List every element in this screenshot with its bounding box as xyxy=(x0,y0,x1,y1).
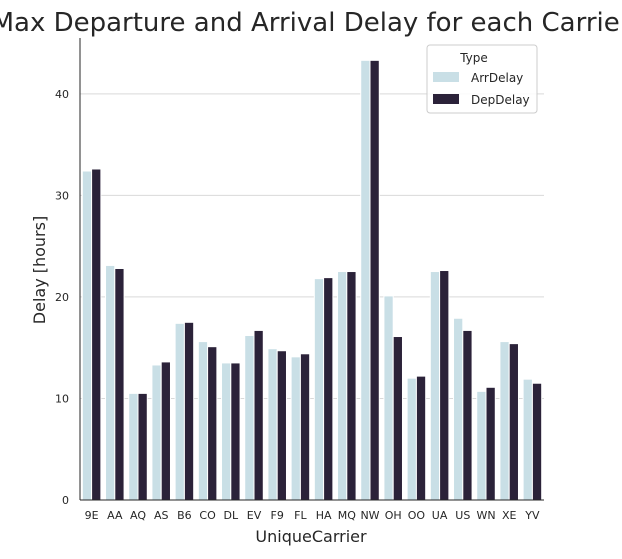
x-tick-label: 9E xyxy=(85,509,99,522)
bar-arrdelay-as xyxy=(151,364,162,501)
x-tick-label: DL xyxy=(223,509,238,522)
bar-arrdelay-us xyxy=(453,317,464,501)
x-tick-label: EV xyxy=(247,509,262,522)
legend-label-arrdelay: ArrDelay xyxy=(471,71,523,85)
x-tick-label: FL xyxy=(294,509,307,522)
bar-depdelay-us xyxy=(462,329,473,501)
x-tick-label: XE xyxy=(502,509,517,522)
legend: Type ArrDelay DepDelay xyxy=(426,44,538,114)
y-tick-label: 30 xyxy=(55,189,69,202)
bar-depdelay-as xyxy=(160,361,171,501)
legend-swatch-arrdelay xyxy=(433,72,459,82)
x-tick-label: MQ xyxy=(338,509,356,522)
bar-depdelay-b6 xyxy=(183,321,195,501)
bar-depdelay-nw xyxy=(369,59,380,501)
y-axis-label: Delay [hours] xyxy=(30,216,49,324)
bar-arrdelay-aa xyxy=(105,264,116,501)
legend-label-depdelay: DepDelay xyxy=(471,93,530,107)
bar-arrdelay-oh xyxy=(383,295,394,501)
bar-depdelay-oo xyxy=(415,375,427,501)
y-tick-label: 20 xyxy=(55,291,69,304)
legend-title: Type xyxy=(459,51,488,65)
x-tick-label: AQ xyxy=(130,509,146,522)
grid-lines xyxy=(80,93,544,399)
bar-depdelay-fl xyxy=(299,353,311,501)
y-tick-label: 0 xyxy=(62,494,69,507)
bar-arrdelay-ev xyxy=(244,335,255,501)
tick-labels: 0 10 20 30 40 9E AA AQ AS B6 CO DL EV F9 FL HA MQ NW OH OO U… xyxy=(55,88,540,522)
bar-arrdelay-aq xyxy=(128,392,139,501)
x-tick-label: UA xyxy=(432,509,448,522)
bar-depdelay-xe xyxy=(508,343,519,501)
bar-arrdelay-fl xyxy=(290,356,301,501)
bar-arrdelay-mq xyxy=(337,271,348,501)
x-tick-label: AS xyxy=(154,509,169,522)
y-tick-label: 40 xyxy=(55,88,69,101)
bar-depdelay-co xyxy=(207,346,218,501)
bar-arrdelay-9e xyxy=(81,170,93,501)
legend-swatch-depdelay xyxy=(433,94,459,104)
x-tick-label: CO xyxy=(199,509,216,522)
bar-depdelay-9e xyxy=(91,168,102,501)
x-tick-label: HA xyxy=(316,509,332,522)
x-tick-label: US xyxy=(455,509,470,522)
x-axis-label: UniqueCarrier xyxy=(255,527,367,546)
bar-depdelay-yv xyxy=(531,382,543,501)
bar-arrdelay-dl xyxy=(221,362,232,501)
chart-title: Max Departure and Arrival Delay for each… xyxy=(0,8,622,38)
bar-arrdelay-oo xyxy=(406,377,417,501)
x-tick-label: NW xyxy=(360,509,379,522)
bar-depdelay-aa xyxy=(114,267,125,501)
bar-arrdelay-co xyxy=(197,341,209,501)
x-tick-label: AA xyxy=(107,509,123,522)
bars xyxy=(81,59,543,501)
bar-depdelay-oh xyxy=(392,336,403,501)
bar-depdelay-aq xyxy=(137,392,148,501)
x-tick-label: F9 xyxy=(271,509,284,522)
bar-arrdelay-b6 xyxy=(174,322,185,501)
x-tick-label: B6 xyxy=(177,509,192,522)
bar-depdelay-dl xyxy=(230,362,241,501)
bar-depdelay-mq xyxy=(346,271,357,501)
bar-depdelay-ev xyxy=(253,329,264,501)
bar-arrdelay-ha xyxy=(313,278,325,501)
bar-arrdelay-ua xyxy=(429,271,441,501)
bar-arrdelay-wn xyxy=(476,390,487,501)
bar-depdelay-ua xyxy=(439,270,450,501)
x-tick-label: YV xyxy=(524,509,540,522)
x-tick-label: OO xyxy=(408,509,426,522)
bar-arrdelay-yv xyxy=(522,378,533,501)
bar-arrdelay-nw xyxy=(360,59,371,501)
axes xyxy=(79,38,544,501)
y-tick-label: 10 xyxy=(55,392,69,405)
bar-arrdelay-xe xyxy=(499,341,510,501)
bar-depdelay-f9 xyxy=(276,350,287,501)
x-tick-label: OH xyxy=(385,509,402,522)
x-tick-label: WN xyxy=(476,509,495,522)
bar-arrdelay-f9 xyxy=(267,348,278,501)
bar-depdelay-ha xyxy=(323,277,334,501)
bar-depdelay-wn xyxy=(485,386,496,501)
